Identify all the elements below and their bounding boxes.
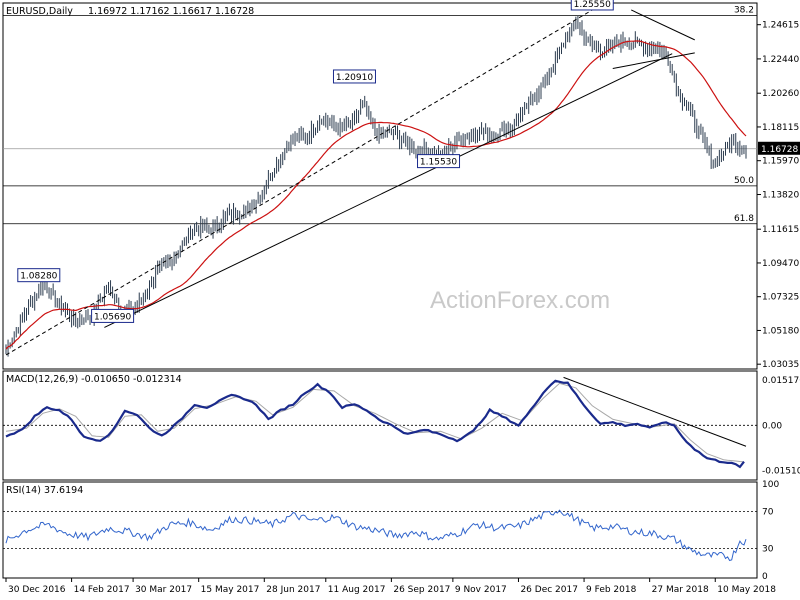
macd-y-tick-label: 0.015176 [762, 376, 800, 386]
price-label-text: 1.08280 [20, 272, 57, 282]
trendline [5, 9, 593, 356]
macd-y-tick-label: 0.00 [762, 421, 782, 431]
rsi-panel: 100 70 30 0 [3, 480, 779, 582]
x-tick-label: 26 Dec 2017 [520, 585, 578, 595]
rsi-panel-frame [2, 481, 758, 579]
rsi-line [5, 509, 747, 562]
price-label-box [91, 308, 135, 323]
macd-signal-line [5, 382, 745, 463]
trendline [104, 53, 673, 328]
rsi-y-tick-label: 100 [762, 480, 779, 490]
x-tick-label: 27 Mar 2018 [652, 585, 709, 595]
price-y-tick-label: 1.05180 [762, 326, 799, 336]
macd-y-tick-label: -0.015105 [762, 467, 800, 477]
price-trendlines [5, 9, 695, 356]
x-tick-label: 26 Sep 2017 [393, 585, 450, 595]
moving-average-path [5, 40, 747, 350]
price-bars [5, 15, 747, 357]
price-annotations: 1.25550 1.20910 1.08280 1.05690 1.15530 [17, 0, 614, 323]
x-tick-label: 9 Nov 2017 [455, 585, 507, 595]
price-y-tick-label: 1.09470 [762, 259, 799, 269]
price-y-tick-label: 1.11615 [762, 225, 799, 235]
rsi-y-tick-label: 30 [762, 544, 774, 554]
price-y-tick-label: 1.15970 [762, 157, 799, 167]
price-label-text: 1.05690 [94, 312, 131, 322]
price-y-tick-label: 1.18115 [762, 123, 799, 133]
x-tick-label: 14 Feb 2017 [74, 585, 130, 595]
price-horizontal-lines: 38.2 50.0 61.8 [3, 6, 757, 225]
macd-panel: 0.015176 0.00 -0.015105 [3, 376, 800, 477]
macd-trendline [563, 376, 747, 447]
price-label-box [417, 154, 461, 169]
fib-level-label: 38.2 [734, 6, 754, 16]
price-label-text: 1.20910 [336, 73, 373, 83]
rsi-title: RSI(14) 37.6194 [6, 485, 83, 496]
last-price-marker [758, 141, 800, 155]
rsi-y-tick-label: 0 [762, 572, 768, 582]
fib-level-label: 61.8 [734, 214, 754, 224]
price-y-tick-label: 1.20260 [762, 89, 799, 99]
x-tick-label: 30 Dec 2016 [8, 585, 66, 595]
x-tick-label: 11 Aug 2017 [328, 585, 386, 595]
chart-symbol-title: EURUSD,Daily [6, 6, 73, 17]
chart-ohlc-readout: 1.16972 1.17162 1.16617 1.16728 [88, 6, 254, 17]
trendline [630, 9, 695, 41]
price-label-box [332, 69, 376, 84]
price-label-text: 1.25550 [574, 0, 611, 10]
price-y-tick-label: 1.22440 [762, 55, 799, 65]
price-label-box [570, 0, 614, 11]
price-label-box [17, 268, 61, 283]
fib-level-label: 50.0 [734, 176, 754, 186]
price-y-axis: 1.24615 1.22440 1.20260 1.18115 1.15970 1.138… [757, 21, 800, 370]
x-tick-label: 10 May 2018 [717, 585, 776, 595]
x-tick-label: 9 Feb 2018 [586, 585, 637, 595]
price-y-tick-label: 1.13820 [762, 191, 799, 201]
x-axis: 30 Dec 2016 14 Feb 2017 30 Mar 2017 15 May … [5, 578, 776, 595]
price-y-tick-label: 1.24615 [762, 21, 799, 31]
price-y-tick-label: 1.07325 [762, 293, 799, 303]
watermark: ActionForex.com [430, 287, 610, 314]
trendline [612, 52, 695, 69]
macd-line [5, 379, 745, 469]
x-tick-label: 30 Mar 2017 [135, 585, 192, 595]
macd-title: MACD(12,26,9) -0.010650 -0.012314 [6, 374, 182, 385]
price-y-tick-label: 1.03035 [762, 360, 799, 370]
price-label-text: 1.15530 [420, 158, 457, 168]
x-tick-label: 15 May 2017 [201, 585, 260, 595]
rsi-y-tick-label: 70 [762, 508, 774, 518]
moving-average-line [5, 40, 747, 350]
last-price-label: 1.16728 [761, 145, 798, 155]
x-tick-label: 28 Jun 2017 [266, 585, 320, 595]
